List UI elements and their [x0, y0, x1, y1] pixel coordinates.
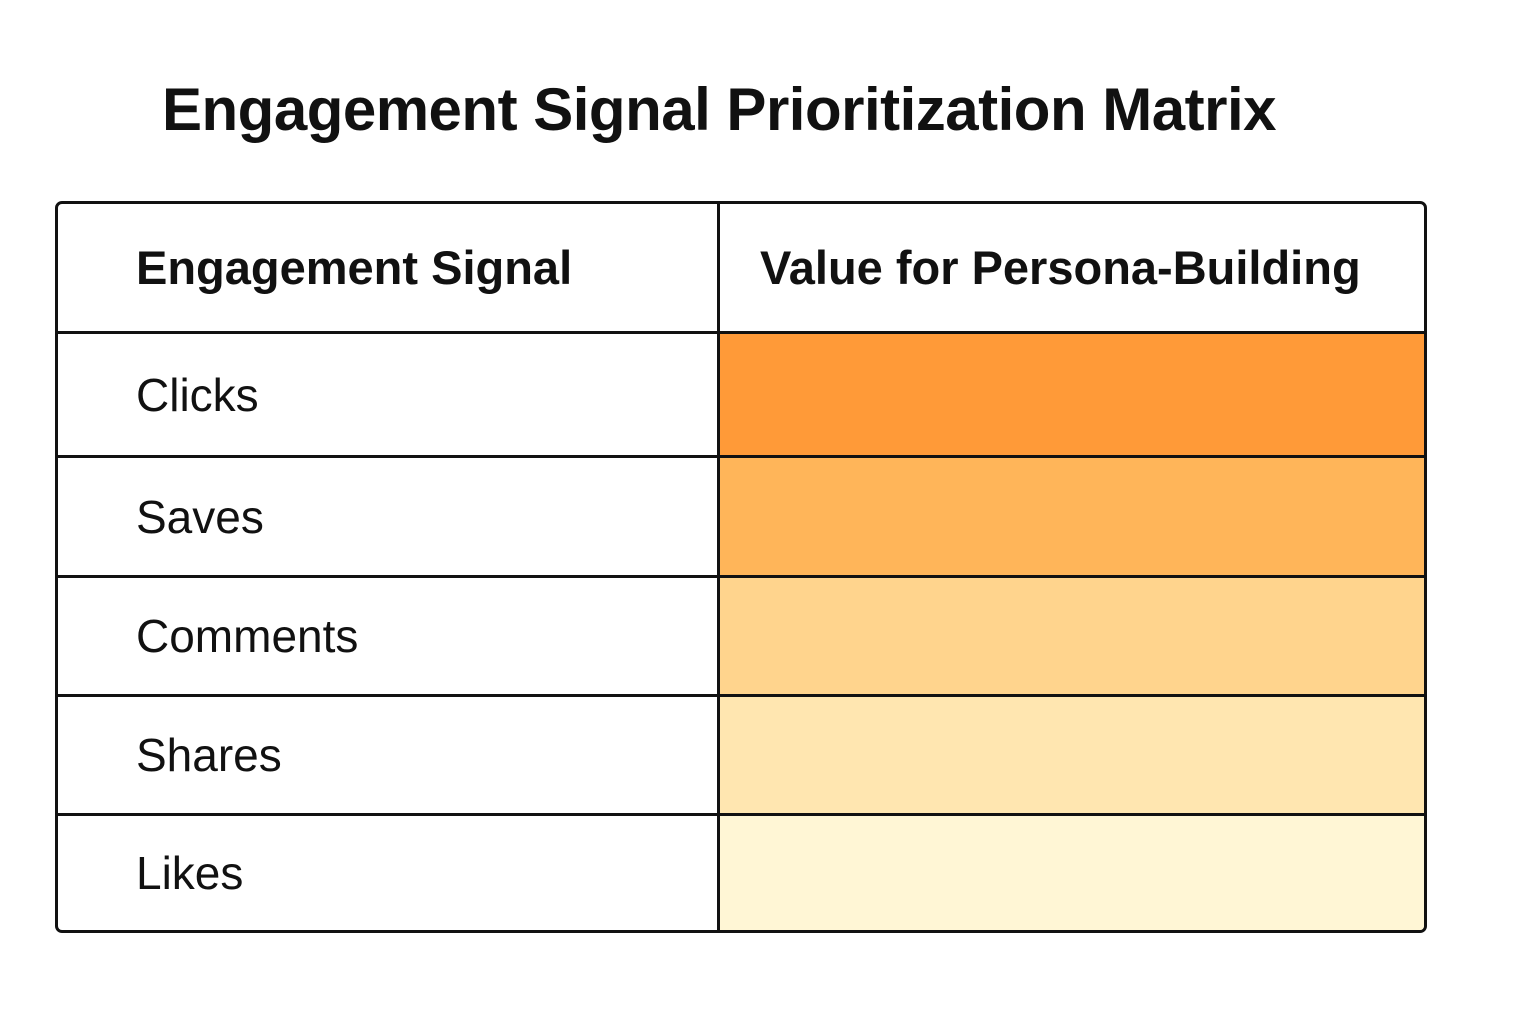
- page-title: Engagement Signal Prioritization Matrix: [162, 76, 1277, 143]
- prioritization-matrix: Engagement Signal Value for Persona-Buil…: [55, 201, 1427, 933]
- table-row: Likes: [58, 813, 1424, 930]
- signal-label: Comments: [58, 578, 720, 694]
- signal-label: Likes: [58, 816, 720, 930]
- column-header-value: Value for Persona-Building: [760, 241, 1361, 294]
- signal-label: Saves: [58, 458, 720, 575]
- value-heat-cell: [720, 458, 1424, 575]
- table-row: Shares: [58, 694, 1424, 813]
- value-heat-cell: [720, 578, 1424, 694]
- value-heat-cell: [720, 816, 1424, 930]
- value-heat-cell: [720, 697, 1424, 813]
- table-row: Comments: [58, 575, 1424, 694]
- signal-label: Shares: [58, 697, 720, 813]
- column-header-signal: Engagement Signal: [58, 204, 720, 331]
- signal-label: Clicks: [58, 334, 720, 455]
- header-row: Engagement Signal Value for Persona-Buil…: [58, 204, 1424, 331]
- table-row: Clicks: [58, 331, 1424, 455]
- table-row: Saves: [58, 455, 1424, 575]
- value-heat-cell: [720, 334, 1424, 455]
